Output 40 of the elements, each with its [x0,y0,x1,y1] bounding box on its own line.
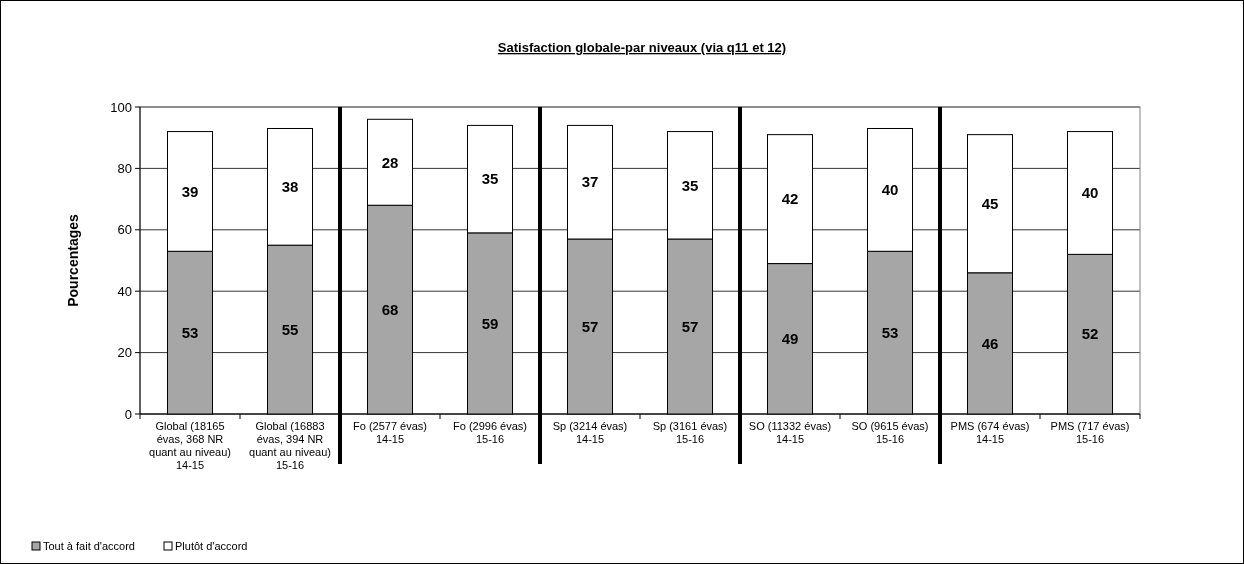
y-tick-label: 0 [124,406,132,422]
x-tick-label: PMS (674 évas) 14-15 [950,420,1030,445]
data-label: 59 [481,314,499,332]
data-label: 45 [981,194,999,212]
data-label: 49 [781,330,799,348]
x-tick-label: PMS (717 évas) 15-16 [1050,420,1130,445]
x-tick-label: Global (18165 évas, 368 NR quant au niveau) 14-15 [149,420,231,471]
legend-label: Plutôt d'accord [175,540,248,552]
data-label: 39 [181,182,199,200]
data-label: 40 [881,181,899,199]
y-tick-label: 20 [117,345,132,361]
data-label: 57 [681,317,699,335]
data-label: 38 [281,178,299,196]
data-label: 40 [1081,184,1099,202]
data-label: 52 [1081,325,1099,343]
data-label: 53 [881,323,899,341]
y-tick-label: 40 [117,283,132,299]
y-tick-label: 80 [117,160,132,176]
y-tick-label: 100 [110,99,132,115]
x-tick-label: Global (16883 évas, 394 NR quant au niveau) 15-16 [249,420,331,471]
data-label: 37 [581,173,599,191]
data-label: 55 [281,320,299,338]
data-label: 53 [181,323,199,341]
x-tick-label: Fo (2996 évas) 15-16 [453,420,527,445]
data-label: 35 [481,170,499,188]
x-tick-label: Sp (3161 évas) 15-16 [652,420,728,445]
y-tick-label: 60 [117,222,132,238]
data-label: 57 [581,317,599,335]
data-label: 46 [981,334,999,352]
data-label: 68 [381,300,399,318]
x-tick-label: SO (9615 évas) 15-16 [851,420,929,445]
data-label: 28 [381,153,399,171]
x-tick-label: Sp (3214 évas) 14-15 [552,420,628,445]
legend-label: Tout à fait d'accord [43,540,135,552]
chart-title: Satisfaction globale-par niveaux (via q11 et 12) [497,40,787,55]
data-label: 42 [781,190,799,208]
y-axis-title: Pourcentages [65,214,81,307]
x-tick-label: Fo (2577 évas) 14-15 [353,420,427,445]
x-tick-label: SO (11332 évas) 14-15 [748,420,832,445]
data-label: 35 [681,176,699,194]
